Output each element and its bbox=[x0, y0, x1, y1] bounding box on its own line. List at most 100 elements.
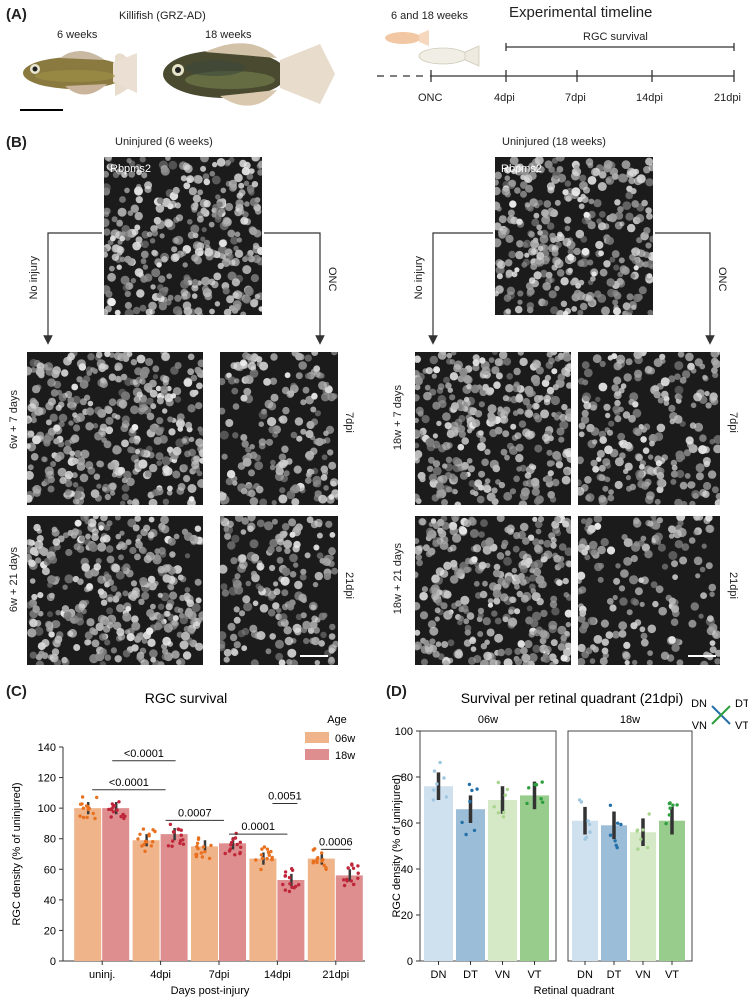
chart-c-point bbox=[109, 815, 113, 819]
chart-c-point bbox=[181, 842, 186, 846]
chart-d-point bbox=[647, 812, 651, 816]
chart-c-point bbox=[207, 856, 212, 861]
chart-d-point bbox=[639, 837, 643, 841]
chart-d-point bbox=[636, 847, 640, 851]
chart-c-point bbox=[179, 833, 183, 837]
row-label-6w-7d: 6w + 7 days bbox=[8, 390, 20, 450]
chart-c-point bbox=[136, 837, 140, 841]
chart-c-point bbox=[178, 841, 182, 845]
chart-d-point bbox=[525, 801, 529, 806]
micrograph-18w-21d bbox=[415, 516, 571, 665]
chart-c-point bbox=[170, 844, 174, 848]
branch-arrows bbox=[43, 232, 715, 345]
chart-c-point bbox=[320, 851, 324, 855]
chart-c-point bbox=[151, 840, 155, 844]
chart-c-point bbox=[86, 805, 90, 809]
chart-c-legend-label: 06w bbox=[335, 733, 355, 745]
chart-d-point bbox=[527, 786, 531, 790]
chart-d-point bbox=[468, 799, 472, 804]
chart-c-pvalue: <0.0001 bbox=[124, 748, 164, 760]
chart-d-point bbox=[472, 828, 477, 833]
onc-left: ONC bbox=[326, 267, 338, 292]
chart-c-point bbox=[265, 856, 269, 861]
chart-c-bar-06w-uninj. bbox=[74, 808, 102, 961]
chart-c-point bbox=[265, 847, 270, 851]
chart-c-title: RGC survival bbox=[145, 690, 227, 706]
chart-c-ytick-label: 120 bbox=[38, 773, 56, 785]
chart-d-point bbox=[613, 839, 617, 843]
chart-c-point bbox=[346, 866, 350, 870]
chart-d-point bbox=[675, 803, 679, 807]
chart-c-xtick-label: uninj. bbox=[89, 969, 115, 981]
chart-d-point bbox=[503, 793, 507, 797]
chart-c-pvalue: 0.0006 bbox=[319, 836, 353, 848]
chart-c-point bbox=[311, 859, 316, 863]
chart-c-point bbox=[351, 866, 356, 870]
chart-d-xtick-label: DT bbox=[463, 969, 478, 981]
chart-d-facet-title: 18w bbox=[620, 714, 640, 726]
chart-c-point bbox=[233, 836, 238, 840]
panel-b-label: (B) bbox=[6, 134, 27, 151]
chart-c-point bbox=[80, 802, 84, 806]
chart-d-point bbox=[641, 828, 645, 832]
chart-d-point bbox=[635, 829, 639, 833]
chart-d-xtick-label: VN bbox=[495, 969, 510, 981]
chart-c-point bbox=[149, 844, 154, 848]
chart-c-point bbox=[143, 839, 148, 844]
compass-label: DN bbox=[691, 698, 707, 710]
chart-c-bar-18w-uninj. bbox=[102, 808, 130, 961]
chart-c-bar-18w-14dpi bbox=[277, 879, 305, 961]
chart-c-point bbox=[297, 883, 301, 887]
chart-c-point bbox=[178, 839, 183, 843]
chart-c-pvalue: 0.0001 bbox=[241, 821, 275, 833]
chart-c-ytick-label: 100 bbox=[38, 803, 56, 815]
chart-c-point bbox=[239, 845, 243, 849]
chart-c-legend-label: 18w bbox=[335, 750, 355, 762]
chart-c-bar-18w-4dpi bbox=[160, 834, 188, 961]
stain-label-right: Rbpms2 bbox=[501, 163, 542, 175]
chart-d-point bbox=[586, 819, 590, 823]
chart-d-point bbox=[464, 832, 468, 837]
chart-c-ytick-label: 140 bbox=[38, 742, 56, 754]
chart-d-ytick-label: 60 bbox=[401, 818, 413, 830]
chart-c-point bbox=[281, 882, 285, 887]
micrograph-18w-7dpi bbox=[578, 352, 720, 505]
chart-c-point bbox=[288, 882, 292, 886]
chart-d-bar-18w-DT bbox=[601, 825, 627, 961]
chart-d-bar-06w-DT bbox=[456, 809, 485, 961]
chart-c-point bbox=[259, 867, 263, 872]
chart-d-point bbox=[588, 830, 592, 834]
micrograph-18w-21dpi bbox=[578, 516, 720, 665]
chart-c-ytick-label: 20 bbox=[44, 925, 56, 937]
timeline-graphic bbox=[377, 30, 735, 82]
chart-c-bar-18w-7dpi bbox=[219, 843, 246, 961]
chart-d-point bbox=[442, 776, 446, 780]
fish-young-image bbox=[23, 50, 137, 96]
chart-c-point bbox=[172, 830, 176, 834]
chart-c-point bbox=[287, 875, 292, 880]
chart-c-point bbox=[141, 827, 146, 831]
chart-d-point bbox=[533, 782, 537, 787]
chart-c-point bbox=[290, 868, 295, 872]
chart-d-point bbox=[435, 782, 439, 786]
chart-c-point bbox=[260, 847, 264, 851]
compass-line bbox=[711, 705, 731, 725]
chart-c-point bbox=[176, 827, 180, 831]
chart-c-ylabel: RGC density (% of uninjured) bbox=[11, 782, 23, 925]
chart-c-point bbox=[223, 851, 227, 856]
micrograph-6w-21d bbox=[27, 516, 203, 665]
chart-d-point bbox=[667, 801, 672, 806]
tick-4dpi: 4dpi bbox=[494, 92, 515, 104]
chart-d-point bbox=[584, 835, 589, 840]
chart-d-point bbox=[501, 815, 506, 819]
chart-d-xtick-label: VT bbox=[665, 969, 679, 981]
chart-c-point bbox=[111, 810, 116, 814]
tick-14dpi: 14dpi bbox=[636, 92, 663, 104]
fish-illustrations bbox=[20, 43, 335, 111]
chart-c-bar-06w-4dpi bbox=[132, 840, 160, 961]
chart-c-point bbox=[315, 860, 319, 865]
chart-c-point bbox=[283, 874, 288, 878]
chart-c-point bbox=[201, 845, 206, 849]
chart-d-ylabel: RGC density (% of uninjured) bbox=[391, 774, 403, 917]
chart-c-point bbox=[287, 889, 292, 894]
